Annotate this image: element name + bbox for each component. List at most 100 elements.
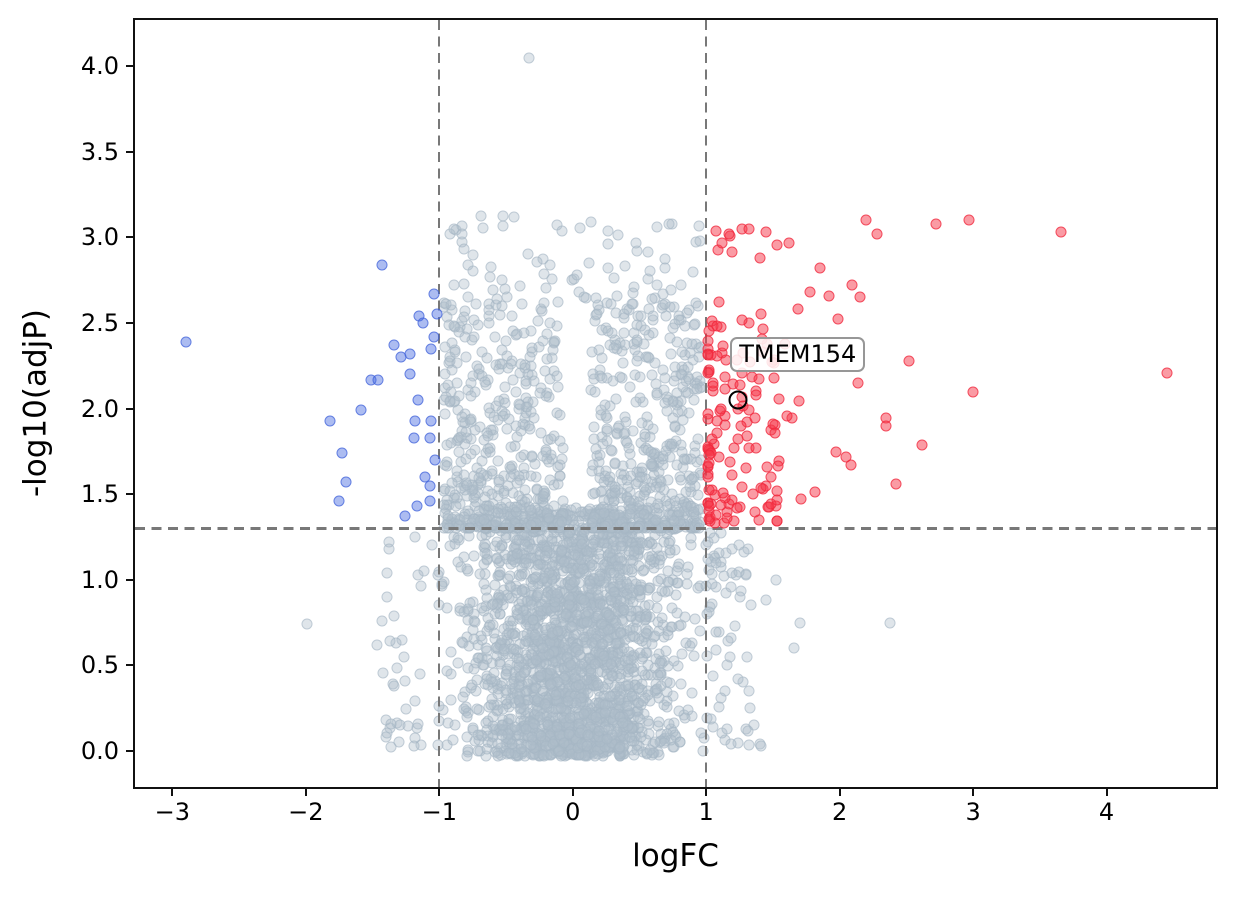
data-point-upregulated (804, 286, 816, 298)
data-point-upregulated (781, 410, 793, 422)
data-point-nonsignificant (450, 500, 462, 512)
data-point-nonsignificant (619, 260, 631, 272)
data-point-upregulated (747, 488, 759, 500)
data-point-upregulated (711, 415, 723, 427)
data-point-nonsignificant (479, 376, 491, 388)
data-point-nonsignificant (554, 409, 566, 421)
data-point-nonsignificant (557, 442, 569, 454)
data-point-nonsignificant (612, 229, 624, 241)
data-point-nonsignificant (460, 351, 472, 363)
data-point-nonsignificant (692, 433, 704, 445)
data-point-nonsignificant (552, 381, 564, 393)
x-tick-label: 0 (565, 798, 581, 826)
data-point-nonsignificant (491, 536, 503, 548)
data-point-upregulated (723, 228, 735, 240)
data-point-nonsignificant (489, 331, 501, 343)
data-point-nonsignificant (637, 695, 649, 707)
data-point-nonsignificant (688, 394, 700, 406)
data-point-nonsignificant (581, 740, 593, 752)
data-point-nonsignificant (577, 563, 589, 575)
data-point-nonsignificant (529, 629, 541, 641)
data-point-nonsignificant (535, 669, 547, 681)
data-point-nonsignificant (610, 393, 622, 405)
data-point-nonsignificant (552, 296, 564, 308)
data-point-nonsignificant (659, 298, 671, 310)
data-point-upregulated (823, 290, 835, 302)
data-point-nonsignificant (578, 708, 590, 720)
data-point-nonsignificant (537, 642, 549, 654)
data-point-nonsignificant (539, 550, 551, 562)
data-point-nonsignificant (475, 210, 487, 222)
data-point-nonsignificant (582, 729, 594, 741)
data-point-nonsignificant (636, 417, 648, 429)
data-point-nonsignificant (598, 507, 610, 519)
data-point-nonsignificant (497, 210, 509, 222)
data-point-nonsignificant (498, 487, 510, 499)
data-point-nonsignificant (618, 604, 630, 616)
data-point-nonsignificant (675, 474, 687, 486)
data-point-upregulated (710, 509, 722, 521)
data-point-nonsignificant (496, 344, 508, 356)
data-point-nonsignificant (520, 723, 532, 735)
data-point-upregulated (702, 335, 714, 347)
data-point-upregulated (740, 462, 752, 474)
data-point-nonsignificant (743, 739, 755, 751)
data-point-nonsignificant (536, 534, 548, 546)
y-axis-tick (126, 150, 135, 153)
data-point-nonsignificant (675, 678, 687, 690)
data-point-upregulated (749, 412, 761, 424)
data-point-downregulated (428, 331, 440, 343)
data-point-upregulated (750, 442, 762, 454)
x-tick-label: 4 (1098, 798, 1115, 826)
data-point-nonsignificant (554, 470, 566, 482)
data-point-nonsignificant (458, 511, 470, 523)
data-point-downregulated (404, 348, 416, 360)
data-point-nonsignificant (545, 678, 557, 690)
data-point-nonsignificant (588, 421, 600, 433)
data-point-downregulated (429, 454, 441, 466)
data-point-nonsignificant (541, 328, 553, 340)
data-point-nonsignificant (662, 576, 674, 588)
data-point-nonsignificant (706, 578, 718, 590)
data-point-nonsignificant (646, 293, 658, 305)
data-point-nonsignificant (604, 690, 616, 702)
x-tick-label: −3 (154, 798, 191, 826)
data-point-nonsignificant (556, 453, 568, 465)
data-point-nonsignificant (465, 390, 477, 402)
data-point-nonsignificant (445, 646, 457, 658)
data-point-nonsignificant (669, 361, 681, 373)
data-point-nonsignificant (582, 606, 594, 618)
data-point-upregulated (726, 246, 738, 258)
y-axis-tick (126, 493, 135, 496)
data-point-nonsignificant (448, 320, 460, 332)
data-point-nonsignificant (523, 52, 535, 64)
data-point-nonsignificant (506, 678, 518, 690)
data-point-downregulated (424, 432, 436, 444)
data-point-upregulated (721, 512, 733, 524)
data-point-nonsignificant (513, 398, 525, 410)
data-point-nonsignificant (686, 687, 698, 699)
data-point-nonsignificant (592, 679, 604, 691)
logfc-down-threshold-line (438, 20, 441, 787)
data-point-nonsignificant (688, 650, 700, 662)
data-point-upregulated (890, 478, 902, 490)
data-point-nonsignificant (634, 647, 646, 659)
data-point-nonsignificant (549, 614, 561, 626)
data-point-nonsignificant (449, 719, 461, 731)
data-point-nonsignificant (642, 351, 654, 363)
data-point-nonsignificant (617, 717, 629, 729)
data-point-nonsignificant (483, 304, 495, 316)
data-point-nonsignificant (666, 602, 678, 614)
data-point-nonsignificant (627, 287, 639, 299)
data-point-nonsignificant (598, 650, 610, 662)
data-point-upregulated (736, 314, 748, 326)
data-point-nonsignificant (479, 538, 491, 550)
data-point-nonsignificant (663, 537, 675, 549)
data-point-nonsignificant (412, 718, 424, 730)
data-point-nonsignificant (568, 576, 580, 588)
data-point-nonsignificant (602, 325, 614, 337)
data-point-nonsignificant (633, 682, 645, 694)
data-point-nonsignificant (508, 643, 520, 655)
data-point-nonsignificant (391, 662, 403, 674)
